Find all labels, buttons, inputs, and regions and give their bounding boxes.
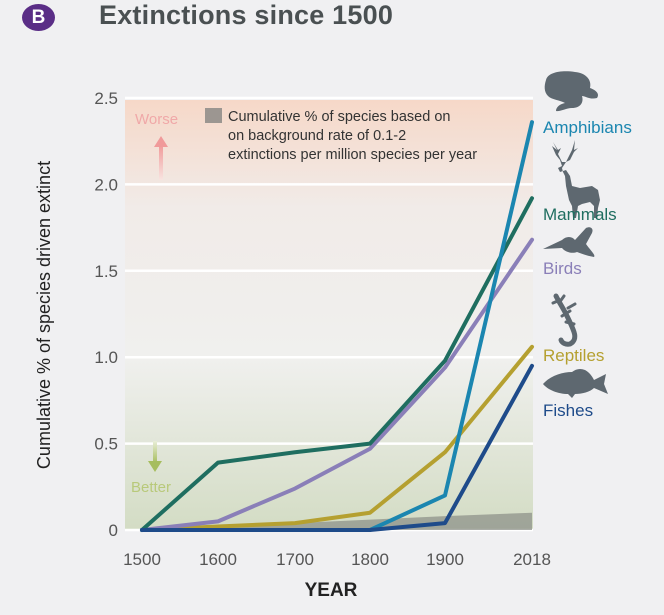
fish-icon [543, 368, 608, 398]
better-label: Better [131, 479, 171, 496]
y-tick-label: 0 [109, 521, 118, 540]
x-tick-label: 1800 [351, 550, 389, 569]
series-label-amphibians: Amphibians [543, 118, 632, 137]
x-axis-title: YEAR [305, 580, 358, 601]
hummingbird-icon [543, 227, 595, 257]
lizard-icon [551, 293, 578, 347]
y-tick-label: 2.0 [94, 175, 118, 194]
frog-icon [544, 71, 599, 112]
y-tick-label: 1.0 [94, 348, 118, 367]
panel-badge: B [22, 4, 55, 31]
y-tick-label: 0.5 [94, 435, 118, 454]
series-label-birds: Birds [543, 259, 582, 278]
y-tick-label: 1.5 [94, 262, 118, 281]
chart-title: Extinctions since 1500 [99, 0, 394, 30]
series-label-mammals: Mammals [543, 205, 617, 224]
y-tick-label: 2.5 [94, 89, 118, 108]
series-label-fishes: Fishes [543, 401, 593, 420]
x-tick-label: 1500 [123, 550, 161, 569]
y-axis-title: Cumulative % of species driven extinct [34, 161, 54, 469]
deer-icon [552, 140, 600, 218]
worse-label: Worse [135, 111, 178, 128]
background-rate-legend-line-2: on background rate of 0.1-2 [228, 128, 406, 144]
better-arrow-icon [148, 441, 162, 472]
series-line-fishes [140, 363, 534, 532]
background-rate-legend-line-3: extinctions per million species per year [228, 147, 477, 163]
plot-background [125, 100, 533, 530]
worse-arrow-icon [154, 136, 168, 180]
series-label-reptiles: Reptiles [543, 346, 604, 365]
x-tick-label: 1900 [426, 550, 464, 569]
x-tick-label: 2018 [513, 550, 551, 569]
series-line-mammals [140, 196, 534, 532]
x-tick-label: 1700 [276, 550, 314, 569]
background-rate-legend-swatch [205, 108, 222, 123]
background-rate-legend-line-1: Cumulative % of species based on [228, 109, 450, 125]
x-tick-label: 1600 [199, 550, 237, 569]
series-line-birds [140, 237, 534, 532]
